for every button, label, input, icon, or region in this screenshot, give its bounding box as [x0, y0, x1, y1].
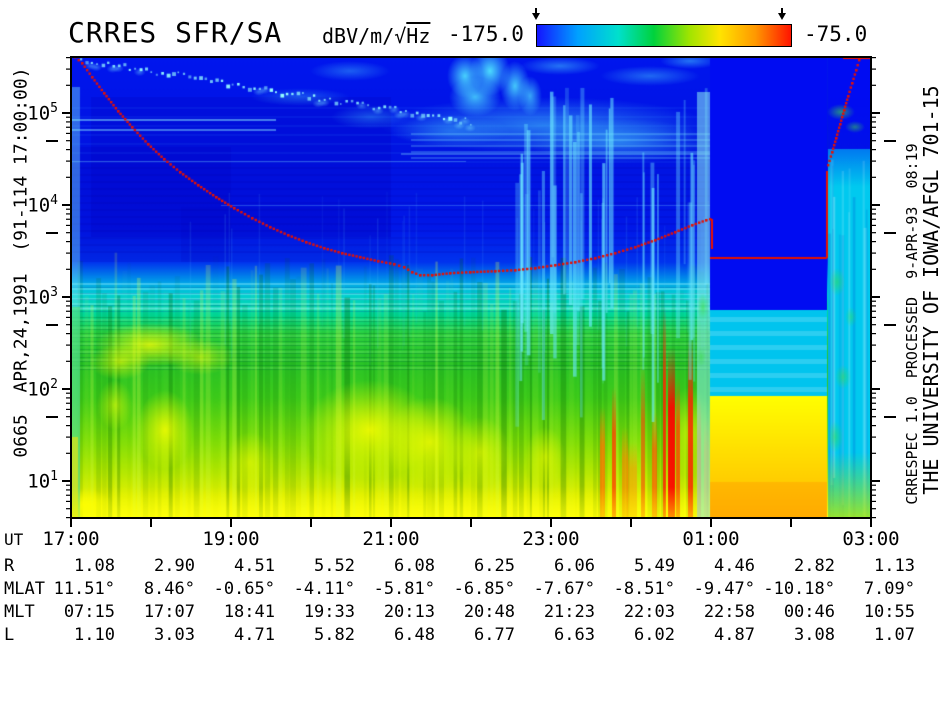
y-exponent: 1 [50, 469, 58, 484]
colorbar-max-label: -75.0 [804, 22, 868, 46]
ephemeris-value: 11.51° [53, 579, 115, 599]
ephemeris-value: 10:55 [863, 602, 915, 622]
ut-axis-label: UT [4, 530, 24, 549]
colorbar [536, 24, 792, 47]
ephemeris-value: 6.02 [634, 625, 675, 645]
ephemeris-value: 6.25 [474, 556, 515, 576]
colorbar-min-marker-icon [532, 8, 540, 21]
ephemeris-value: 3.08 [794, 625, 835, 645]
ephemeris-value: -9.47° [693, 579, 755, 599]
ephemeris-value: 5.49 [634, 556, 675, 576]
x-tick-label: 03:00 [842, 528, 900, 550]
ephemeris-value: 5.52 [314, 556, 355, 576]
ephemeris-value: 1.10 [74, 625, 115, 645]
colorbar-max-marker-icon [778, 8, 786, 21]
x-tick-label: 01:00 [682, 528, 740, 550]
colorbar-min-label: -175.0 [448, 22, 524, 46]
ephemeris-value: -4.11° [293, 579, 355, 599]
ephemeris-value: -10.18° [763, 579, 835, 599]
ephemeris-value: -0.65° [213, 579, 275, 599]
ephemeris-value: 4.51 [234, 556, 275, 576]
ephemeris-value: 22:03 [623, 602, 675, 622]
institution-label: THE UNIVERSITY OF IOWA/AFGL 701-15 [919, 85, 943, 495]
ephemeris-value: 18:41 [223, 602, 275, 622]
ephemeris-value: 4.87 [714, 625, 755, 645]
ephemeris-value: 21:23 [543, 602, 595, 622]
spectrogram-canvas [71, 57, 871, 518]
ephemeris-row-label: R [4, 556, 15, 576]
x-tick-label: 17:00 [42, 528, 100, 550]
ephemeris-value: 6.48 [394, 625, 435, 645]
y-tick-label: 102 [27, 377, 58, 401]
ephemeris-value: 19:33 [303, 602, 355, 622]
ephemeris-value: 6.06 [554, 556, 595, 576]
processing-label: CRRESPEC 1.0 PROCESSED 9-APR-93 08:19 [903, 143, 921, 505]
ephemeris-value: 20:48 [463, 602, 515, 622]
x-tick-label: 23:00 [522, 528, 580, 550]
ephemeris-value: 5.82 [314, 625, 355, 645]
ephemeris-row-label: L [4, 625, 15, 645]
y-tick-label: 101 [27, 469, 58, 493]
y-tick-label: 104 [27, 193, 58, 217]
ephemeris-value: 17:07 [143, 602, 195, 622]
y-tick-label: 105 [27, 101, 58, 125]
y-exponent: 5 [50, 101, 58, 116]
y-exponent: 2 [50, 377, 58, 392]
ephemeris-value: 22:58 [703, 602, 755, 622]
ephemeris-value: -6.85° [453, 579, 515, 599]
ephemeris-row-label: MLAT [4, 579, 45, 599]
y-tick-label: 103 [27, 285, 58, 309]
ephemeris-value: 00:46 [783, 602, 835, 622]
y-exponent: 3 [50, 285, 58, 300]
ephemeris-value: 1.13 [874, 556, 915, 576]
units-sqrt-hz: Hz [406, 24, 431, 48]
ephemeris-value: 6.08 [394, 556, 435, 576]
ephemeris-row-label: MLT [4, 602, 35, 622]
units-prefix: dBV/m/√ [322, 24, 407, 48]
ephemeris-value: 6.63 [554, 625, 595, 645]
ephemeris-value: 2.90 [154, 556, 195, 576]
x-tick-label: 21:00 [362, 528, 420, 550]
ephemeris-value: 20:13 [383, 602, 435, 622]
ephemeris-value: 1.08 [74, 556, 115, 576]
ephemeris-value: 6.77 [474, 625, 515, 645]
ephemeris-value: 7.09° [863, 579, 915, 599]
y-exponent: 4 [50, 193, 58, 208]
ephemeris-value: 1.07 [874, 625, 915, 645]
ephemeris-value: 2.82 [794, 556, 835, 576]
colorbar-units-label: dBV/m/√Hz [322, 24, 430, 48]
ephemeris-value: 4.46 [714, 556, 755, 576]
plot-title: CRRES SFR/SA [68, 16, 283, 49]
ephemeris-value: 3.03 [154, 625, 195, 645]
x-tick-label: 19:00 [202, 528, 260, 550]
ephemeris-value: 07:15 [63, 602, 115, 622]
ephemeris-value: -8.51° [613, 579, 675, 599]
ephemeris-value: -7.67° [533, 579, 595, 599]
ephemeris-value: -5.81° [373, 579, 435, 599]
ephemeris-value: 4.71 [234, 625, 275, 645]
ephemeris-value: 8.46° [143, 579, 195, 599]
